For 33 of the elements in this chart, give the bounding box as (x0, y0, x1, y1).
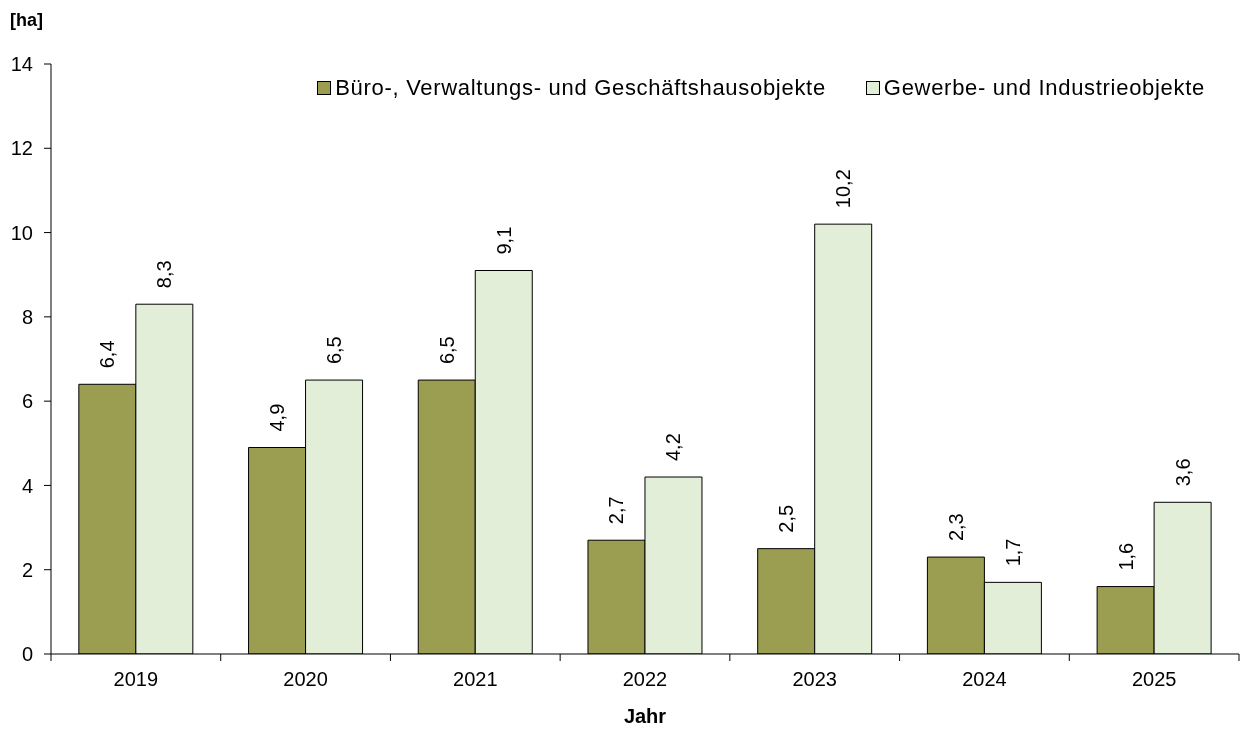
data-label: 6,5 (435, 336, 458, 365)
x-axis-title: Jahr (623, 705, 667, 727)
data-label: 1,6 (1114, 542, 1137, 571)
data-label: 3,6 (1171, 458, 1194, 487)
y-tick-label: 0 (21, 643, 33, 666)
x-tick-label: 2024 (962, 668, 1007, 690)
data-label: 4,2 (662, 433, 685, 461)
data-label: 2,3 (944, 513, 967, 542)
legend-label: Büro-, Verwaltungs- und Geschäftshausobjekte (335, 75, 826, 100)
data-label: 8,3 (153, 260, 176, 289)
y-tick-label: 12 (10, 137, 33, 160)
x-tick-label: 2025 (1131, 668, 1177, 690)
data-label: 6,4 (96, 340, 119, 369)
y-tick-label: 8 (21, 305, 33, 328)
x-tick-label: 2020 (283, 668, 328, 690)
data-label: 4,9 (266, 403, 289, 432)
x-tick-label: 2022 (622, 668, 668, 690)
data-label: 9,1 (492, 226, 515, 255)
x-tick-label: 2023 (792, 668, 837, 690)
data-label: 10,2 (832, 169, 855, 209)
y-tick-label: 14 (10, 53, 33, 76)
data-label: 2,7 (605, 496, 628, 525)
y-tick-label: 6 (21, 390, 33, 413)
y-axis-title: [ha] (10, 10, 43, 30)
x-tick-label: 2019 (113, 668, 159, 690)
y-tick-label: 2 (21, 558, 33, 581)
y-tick-label: 10 (10, 221, 33, 244)
legend-label: Gewerbe- und Industrieobjekte (883, 75, 1205, 100)
x-tick-label: 2021 (453, 668, 498, 690)
data-label: 2,5 (775, 504, 798, 533)
y-tick-label: 4 (21, 474, 33, 497)
data-label: 1,7 (1001, 538, 1024, 567)
data-label: 6,5 (323, 336, 346, 365)
